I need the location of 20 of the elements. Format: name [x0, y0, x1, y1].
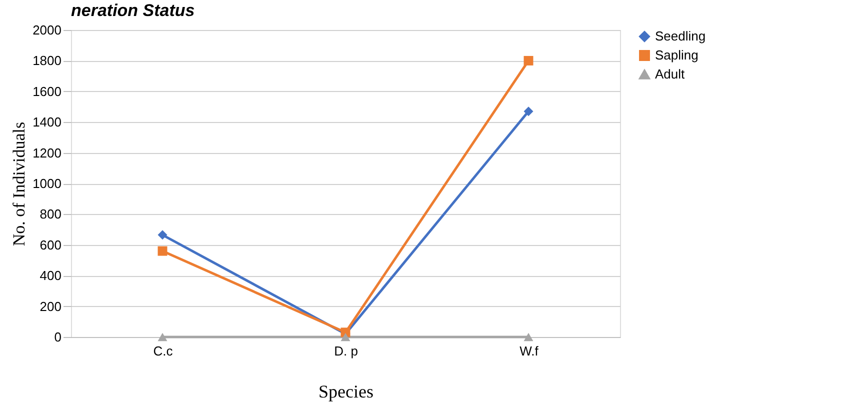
- y-tick-label: 0: [54, 330, 62, 344]
- y-tick-label: 800: [40, 206, 62, 222]
- y-tick-label: 200: [40, 298, 62, 314]
- y-tick-label: 1400: [32, 114, 62, 130]
- legend-label: Seedling: [655, 28, 706, 44]
- y-tick-label: 1200: [32, 145, 62, 160]
- y-tick-label: 2000: [32, 22, 62, 38]
- x-tick-label: C.c: [153, 344, 174, 358]
- y-tick-label: 1000: [32, 176, 62, 191]
- legend-label: Adult: [655, 66, 686, 82]
- y-tick-label: 1800: [32, 53, 62, 68]
- y-tick-label: 400: [40, 268, 62, 284]
- x-tick-label: W.f: [520, 344, 539, 358]
- legend-label: Sapling: [655, 48, 698, 62]
- y-axis-title: No. of Individuals: [10, 122, 29, 246]
- x-axis-title: Species: [318, 382, 374, 402]
- y-tick-label: 600: [40, 237, 62, 252]
- chart-title: neration Status: [71, 1, 195, 20]
- x-tick-label: D. p: [334, 344, 358, 358]
- y-tick-label: 1600: [32, 84, 62, 99]
